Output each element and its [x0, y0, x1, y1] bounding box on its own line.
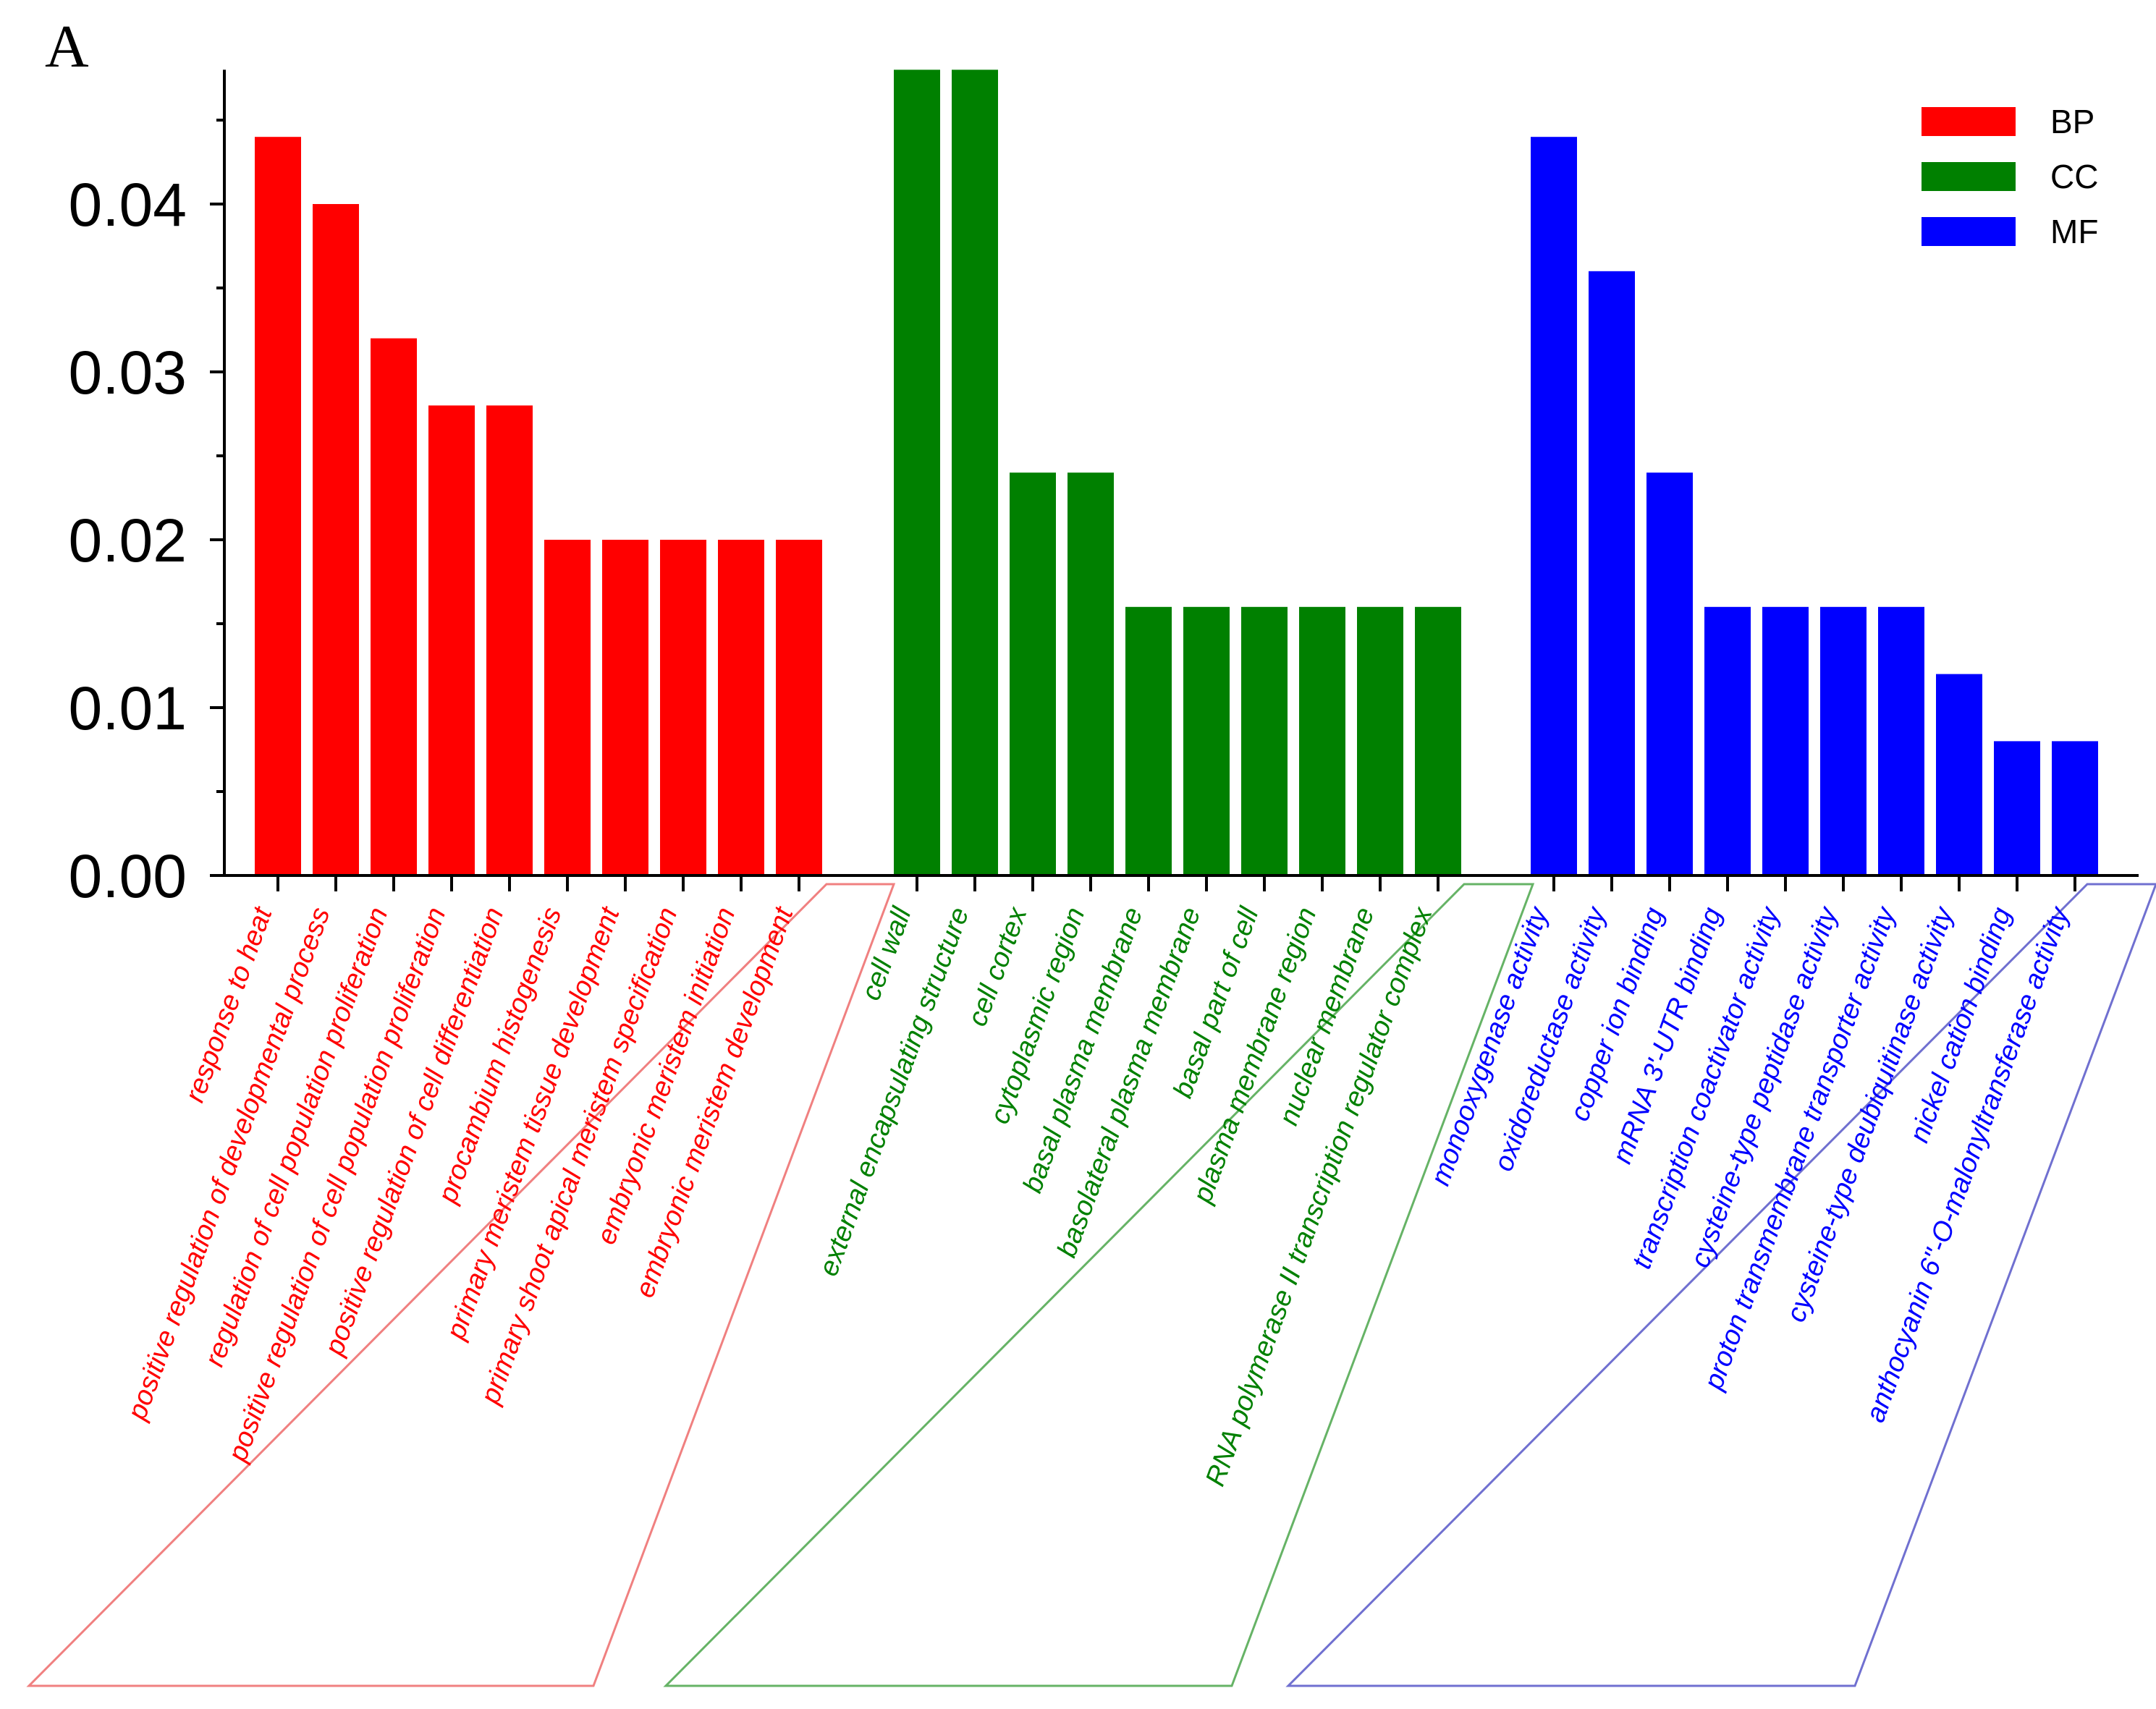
bar-bp-4 — [428, 405, 475, 875]
bar-mf-7 — [1878, 606, 1924, 875]
bar-bp-8 — [660, 540, 706, 875]
bar-mf-2 — [1589, 271, 1635, 875]
bar-cc-9 — [1357, 606, 1403, 875]
legend-swatch-cc — [1922, 162, 2016, 191]
y-axis-ticks: 0.00 0.01 0.02 0.03 0.04 — [69, 119, 224, 910]
legend-swatch-bp — [1922, 107, 2016, 136]
category-frames — [26, 883, 2156, 1687]
frame-cc — [663, 883, 1535, 1687]
y-tick-label: 0.04 — [69, 171, 187, 239]
bar-cc-8 — [1299, 606, 1345, 875]
bar-bp-1 — [255, 137, 301, 875]
legend-label-mf: MF — [2050, 213, 2098, 250]
frame-mf — [1285, 883, 2156, 1687]
y-tick-label: 0.00 — [69, 842, 187, 910]
bar-cc-10 — [1415, 606, 1461, 875]
frame-bp — [26, 883, 896, 1687]
bar-cc-7 — [1241, 606, 1288, 875]
y-tick-label: 0.01 — [69, 674, 187, 742]
bar-bp-5 — [486, 405, 533, 875]
legend-swatch-mf — [1922, 217, 2016, 246]
bar-bp-6 — [544, 540, 591, 875]
panel-letter: A — [45, 13, 89, 80]
bar-bp-3 — [371, 338, 417, 876]
bar-bp-9 — [718, 540, 764, 875]
legend-label-bp: BP — [2050, 103, 2094, 140]
bar-mf-6 — [1820, 606, 1867, 875]
bar-mf-8 — [1936, 674, 1982, 875]
legend: BP CC MF — [1922, 103, 2098, 250]
y-tick-label: 0.03 — [69, 339, 187, 407]
bar-mf-5 — [1762, 606, 1809, 875]
bar-cc-4 — [1068, 472, 1114, 875]
bar-cc-6 — [1183, 606, 1230, 875]
legend-label-cc: CC — [2050, 158, 2098, 195]
bar-cc-5 — [1125, 606, 1172, 875]
bar-cc-2 — [952, 69, 998, 875]
category-label-cc-1: cell wall — [855, 902, 918, 1004]
bar-mf-4 — [1704, 606, 1751, 875]
bar-bp-2 — [313, 204, 359, 875]
bar-mf-10 — [2052, 741, 2098, 875]
bar-bp-7 — [602, 540, 648, 875]
bar-cc-1 — [894, 69, 940, 875]
bar-mf-3 — [1646, 472, 1693, 875]
bars — [255, 69, 2098, 876]
y-tick-label: 0.02 — [69, 506, 187, 574]
bar-cc-3 — [1010, 472, 1056, 875]
bar-mf-1 — [1531, 137, 1577, 875]
bar-bp-10 — [776, 540, 822, 875]
bar-mf-9 — [1994, 741, 2040, 875]
